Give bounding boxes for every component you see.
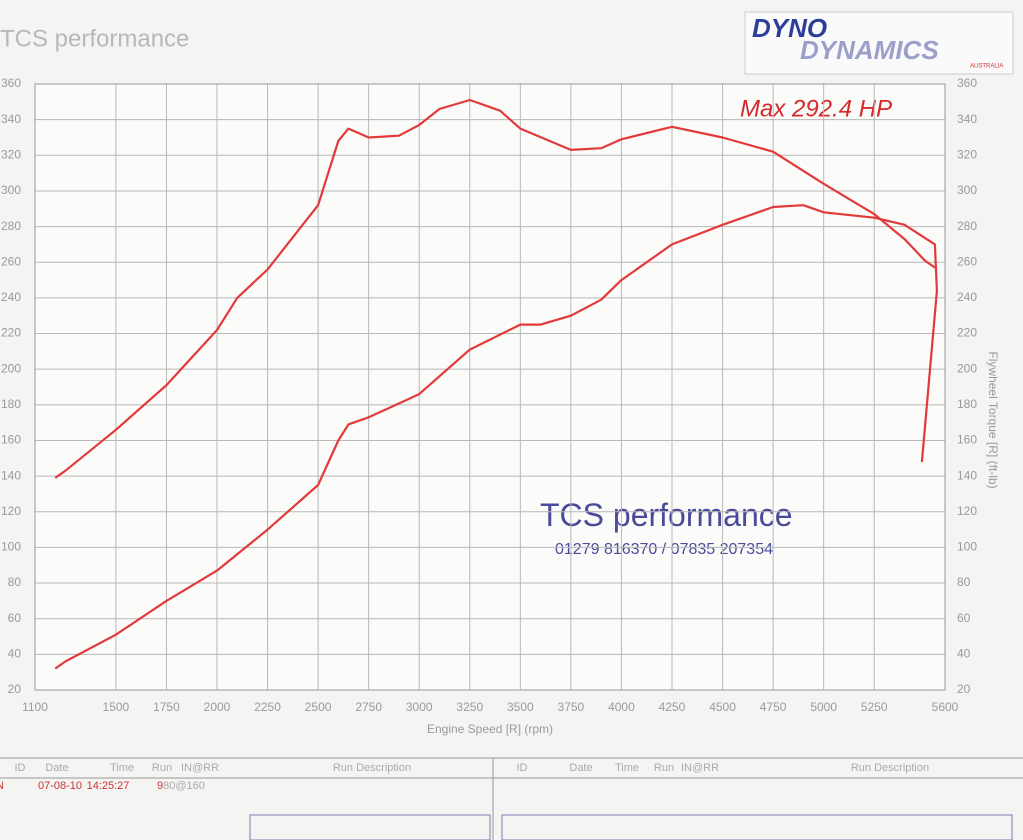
logo-text: DYNO	[752, 13, 827, 43]
x-tick-label: 2500	[305, 700, 332, 714]
table-box	[249, 814, 491, 840]
y2-tick-label: 160	[957, 433, 977, 447]
run-table: ID Date Time Run IN@RR Run Description ID Date T…	[0, 757, 1023, 840]
x-tick-label: 4250	[659, 700, 686, 714]
table-header: Run	[654, 762, 674, 774]
x-tick-label: 1750	[153, 700, 180, 714]
x-tick-label: 5600	[932, 700, 959, 714]
header-title: TCS performance	[0, 25, 189, 52]
x-tick-label: 4750	[760, 700, 787, 714]
line	[54, 204, 938, 670]
table-cell: 9	[157, 780, 163, 792]
table-box	[501, 814, 1013, 840]
table-header: Date	[45, 762, 68, 774]
logo-text: AUSTRALIA	[970, 64, 1003, 70]
y2-axis-label: Flywheel Torque [R] (ft-lb)	[986, 351, 1000, 488]
x-tick-label: 1500	[103, 700, 130, 714]
watermark: TCS performance	[540, 497, 793, 533]
y2-tick-label: 100	[957, 540, 977, 554]
y-tick-label: 280	[1, 219, 21, 233]
y-tick-label: 220	[1, 326, 21, 340]
y-tick-label: 180	[1, 397, 21, 411]
y-tick-label: 60	[8, 611, 22, 625]
logo-box	[744, 11, 1014, 75]
table-header: ID	[15, 762, 26, 774]
y2-tick-label: 360	[957, 76, 977, 90]
watermark-text: TCS performance	[540, 497, 793, 533]
y-tick-label: 40	[8, 647, 22, 661]
table-header: Date	[569, 762, 592, 774]
phone: 01279 816370 / 07835 207354	[555, 541, 773, 558]
y-tick-label: 80	[8, 575, 22, 589]
annotation: Max 292.4 HP	[740, 95, 892, 122]
y2-tick-label: 240	[957, 290, 977, 304]
table-header: IN@RR	[681, 762, 719, 774]
x-tick-label: 3000	[406, 700, 433, 714]
y2-tick-label: 140	[957, 468, 977, 482]
y2-tick-label: 60	[957, 611, 971, 625]
y-tick-label: 360	[1, 76, 21, 90]
y-tick-label: 160	[1, 433, 21, 447]
y2-tick-label: 120	[957, 504, 977, 518]
y2-tick-label: 340	[957, 112, 977, 126]
table-cell: 14:25:27	[87, 780, 130, 792]
y2-tick-label: 200	[957, 361, 977, 375]
y-tick-label: 240	[1, 290, 21, 304]
y-tick-label: 20	[8, 682, 22, 696]
table-header: Run	[152, 762, 172, 774]
y-tick-label: 200	[1, 361, 21, 375]
y-tick-label: 260	[1, 254, 21, 268]
table-header: IN@RR	[181, 762, 219, 774]
y2-tick-label: 320	[957, 147, 977, 161]
x-tick-label: 4500	[709, 700, 736, 714]
x-tick-label: 1100	[22, 700, 48, 714]
logo-text: DYNAMICS	[800, 35, 939, 65]
table-header: Run Description	[333, 762, 411, 774]
x-tick-label: 3250	[456, 700, 483, 714]
x-tick-label: 5250	[861, 700, 888, 714]
y-tick-label: 340	[1, 112, 21, 126]
line	[54, 98, 936, 479]
y2-tick-label: 80	[957, 575, 971, 589]
y2-tick-label: 40	[957, 647, 971, 661]
x-tick-label: 3750	[558, 700, 585, 714]
table-cell: N	[0, 780, 4, 792]
y-tick-label: 120	[1, 504, 21, 518]
x-tick-label: 2000	[204, 700, 231, 714]
y-tick-label: 320	[1, 147, 21, 161]
y-tick-label: 300	[1, 183, 21, 197]
plot-frame	[34, 83, 946, 691]
y2-tick-label: 220	[957, 326, 977, 340]
y2-tick-label: 260	[957, 254, 977, 268]
table-header: ID	[517, 762, 528, 774]
y2-tick-label: 20	[957, 682, 971, 696]
y2-tick-label: 180	[957, 397, 977, 411]
y2-tick-label: 300	[957, 183, 977, 197]
table-header: Run Description	[851, 762, 929, 774]
x-axis-label: Engine Speed [R] (rpm)	[427, 722, 553, 736]
y-tick-label: 100	[1, 540, 21, 554]
y-tick-label: 140	[1, 468, 21, 482]
x-tick-label: 5000	[810, 700, 837, 714]
x-tick-label: 2750	[355, 700, 382, 714]
x-tick-label: 2250	[254, 700, 281, 714]
x-tick-label: 4000	[608, 700, 635, 714]
table-header: Time	[615, 762, 639, 774]
x-tick-label: 3500	[507, 700, 534, 714]
y2-tick-label: 280	[957, 219, 977, 233]
table-header: Time	[110, 762, 134, 774]
table-cell: 80@160	[163, 780, 205, 792]
table-cell: 07-08-10	[38, 780, 82, 792]
